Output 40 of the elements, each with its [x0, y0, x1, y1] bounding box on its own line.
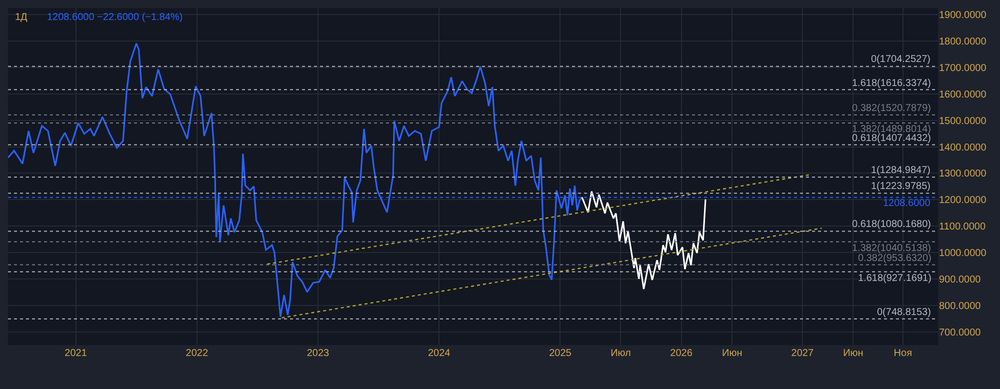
x-tick-label: Июл [610, 348, 632, 359]
y-tick-label: 1100.0000 [939, 222, 986, 233]
y-tick-label: 1600.0000 [939, 89, 987, 100]
y-tick-label: 1000.0000 [939, 248, 987, 259]
y-tick-label: 700.0000 [939, 327, 982, 338]
x-tick-label: 2026 [670, 348, 693, 359]
ref-line-label: 1(1223.9785) [871, 181, 930, 192]
ref-line-label: 0.382(953.6320) [858, 253, 932, 264]
y-tick-label: 1300.0000 [939, 168, 987, 180]
x-tick-label: 2024 [428, 348, 451, 359]
ref-line-label: 1.382(1040.5138) [852, 243, 931, 254]
x-tick-label: Июн [722, 348, 742, 359]
x-tick-label: 2023 [306, 348, 330, 359]
x-tick-label: Ноя [894, 348, 912, 359]
ref-line-label: 1208.6000 [883, 198, 931, 209]
y-tick-label: 1900.0000 [939, 10, 987, 22]
ref-line-label: 1.618(927.1691) [858, 273, 932, 284]
ref-line-label: 0(1704.2527) [871, 54, 930, 65]
ref-line-label: 0.618(1407.4432) [852, 133, 931, 144]
y-tick-label: 1700.0000 [939, 62, 987, 74]
ref-line-label: 1.618(1616.3374) [852, 78, 931, 89]
ref-line-label: 1(1284.9847) [871, 165, 930, 176]
chart-subtitle: 1208.6000 −22.6000 (−1.84%) [47, 12, 183, 23]
y-tick-label: 1800.0000 [939, 36, 987, 48]
ref-line-label: 0(748.8153) [877, 307, 931, 318]
ref-line-label: 1.382(1489.8014) [852, 124, 931, 135]
x-tick-label: 2021 [64, 348, 88, 359]
x-tick-label: 2027 [791, 348, 814, 359]
x-tick-label: Июн [843, 348, 864, 359]
y-tick-label: 1500.0000 [939, 116, 987, 127]
chart-title: 1Д [15, 12, 28, 23]
y-tick-label: 1200.0000 [939, 195, 987, 206]
y-tick-label: 900.0000 [939, 274, 982, 286]
y-tick-label: 1400.0000 [939, 142, 987, 154]
y-tick-label: 800.0000 [939, 300, 982, 312]
line-series [581, 190, 706, 290]
ref-line-label: 0.382(1520.7879) [852, 103, 931, 114]
ref-line-label: 0.618(1080.1680) [852, 219, 931, 230]
x-tick-label: 2022 [186, 348, 208, 359]
x-tick-label: 2025 [549, 348, 572, 359]
